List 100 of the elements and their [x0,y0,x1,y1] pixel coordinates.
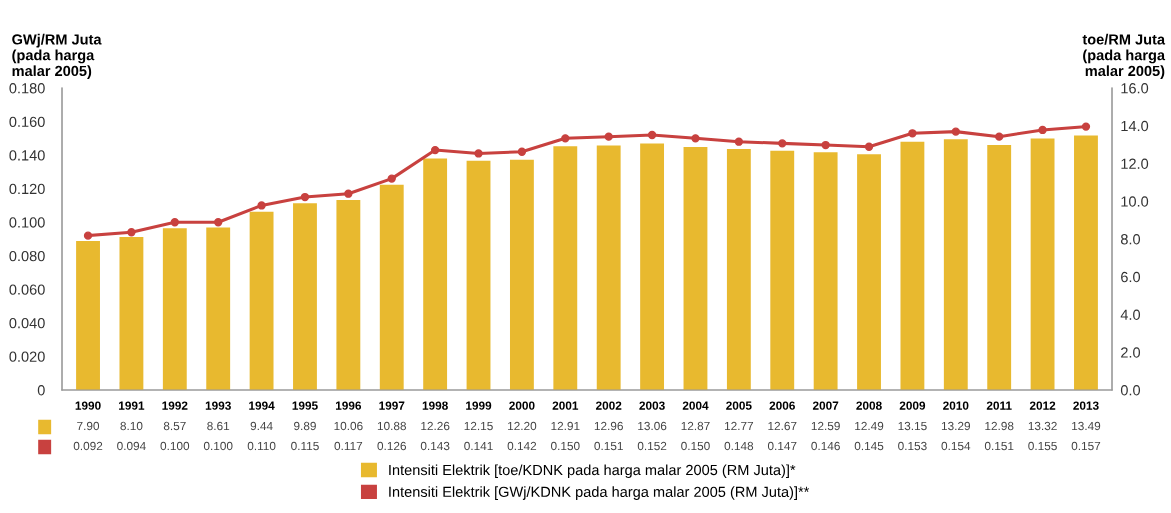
x-tick-label: 1991 [119,401,145,410]
y-tick-label: 0.160 [9,116,45,127]
y2-tick-label: 2.0 [1121,347,1141,358]
bar [466,160,491,390]
y-tick-label: 0.100 [9,217,45,228]
x-tick-label: 2012 [1029,401,1056,410]
legend-label: Intensiti Elektrik [GWj/KDNK pada harga malar 2005 (RM Juta)]** [389,486,810,500]
point [257,201,266,210]
data-label: 0.151 [594,441,623,451]
x-tick-label: 1998 [422,401,448,410]
x-tick-label: 1990 [75,401,101,410]
point [864,142,874,151]
data-label: 12.20 [508,421,537,431]
x-tick-label: 2000 [509,401,535,410]
x-tick-label: 1994 [249,401,275,410]
x-tick-label: 2010 [943,401,969,410]
point [517,147,527,156]
point [604,132,613,141]
y-tick-label: 0.080 [9,250,45,262]
data-label: 0.147 [767,441,797,451]
x-tick-label: 2011 [986,401,1012,410]
bar [683,147,708,390]
point [995,132,1004,141]
data-label: 0.110 [247,441,276,451]
legend-label: Intensiti Elektrik [toe/KDNK pada harga malar 2005 (RM Juta)]* [389,464,796,479]
bar [987,145,1012,390]
bar [770,150,795,390]
data-label: 12.49 [855,421,884,431]
point [170,218,179,227]
data-label: 0.152 [637,441,667,451]
x-tick-label: 2003 [639,401,665,410]
bar [379,184,404,390]
data-label: 12.26 [421,421,450,431]
y-tick-label: 0 [37,385,45,396]
point [344,189,353,198]
y2-tick-label: 14.0 [1121,120,1149,132]
y2-tick-label: 0.0 [1120,385,1141,396]
data-label: 0.117 [334,441,363,451]
x-tick-label: 2007 [812,401,839,410]
bar [162,228,187,390]
bar [900,141,925,390]
data-label: 12.77 [724,421,754,431]
bar [119,237,144,390]
point [1081,122,1091,131]
bar [76,240,100,390]
data-label: 0.141 [464,441,493,451]
data-label: 10.88 [377,421,407,431]
bar [1030,138,1055,390]
x-tick-label: 1995 [292,401,318,410]
y-axis-title: GWj/RM Juta (pada harga malar 2005) [12,33,102,79]
point [821,140,830,150]
y-tick-label: 0.020 [9,351,45,362]
data-label: 0.151 [984,441,1014,451]
y-tick-label: 0.060 [9,284,45,295]
data-label: 13.15 [898,421,927,431]
point [300,192,310,202]
bar [249,211,274,390]
x-tick-label: 2004 [682,401,709,410]
y2-tick-label: 16.0 [1121,83,1149,94]
point [127,228,136,237]
data-label: 0.153 [898,441,927,451]
y-tick-label: 0.180 [9,83,45,94]
data-label: 0.155 [1028,441,1057,451]
x-tick-label: 2008 [856,401,882,410]
data-label: 0.154 [941,441,971,451]
data-label: 8.61 [207,421,230,431]
data-label: 0.115 [291,441,319,451]
data-label: 0.092 [73,441,103,451]
data-label: 0.143 [420,441,450,451]
data-label: 0.150 [681,441,710,451]
data-label: 8.57 [163,421,186,431]
bar [813,152,838,390]
y2-tick-label: 10.0 [1121,196,1149,207]
bar [943,139,968,390]
data-label: 10.06 [334,421,363,431]
bar [206,227,231,390]
bar [336,200,361,390]
data-label: 12.96 [594,421,623,431]
x-tick-label: 2001 [552,401,579,410]
data-label: 12.15 [464,421,493,431]
x-tick-label: 2002 [595,401,622,410]
x-tick-label: 1997 [379,401,405,410]
bar [857,154,881,390]
x-tick-label: 1999 [466,401,492,410]
data-label: 0.100 [203,441,233,451]
point [951,127,960,136]
data-label: 9.89 [294,421,316,431]
data-label: 0.150 [551,441,580,451]
point [430,145,440,155]
point [387,174,396,183]
point [83,231,93,240]
y-tick-label: 0.040 [9,317,45,329]
y2-tick-label: 12.0 [1121,158,1149,169]
data-label: 13.49 [1072,421,1101,431]
data-label: 0.145 [854,441,884,451]
data-label: 0.100 [160,441,190,451]
point [908,129,917,138]
point [1038,125,1047,135]
bar [596,145,621,390]
y2-tick-label: 8.0 [1120,234,1141,245]
